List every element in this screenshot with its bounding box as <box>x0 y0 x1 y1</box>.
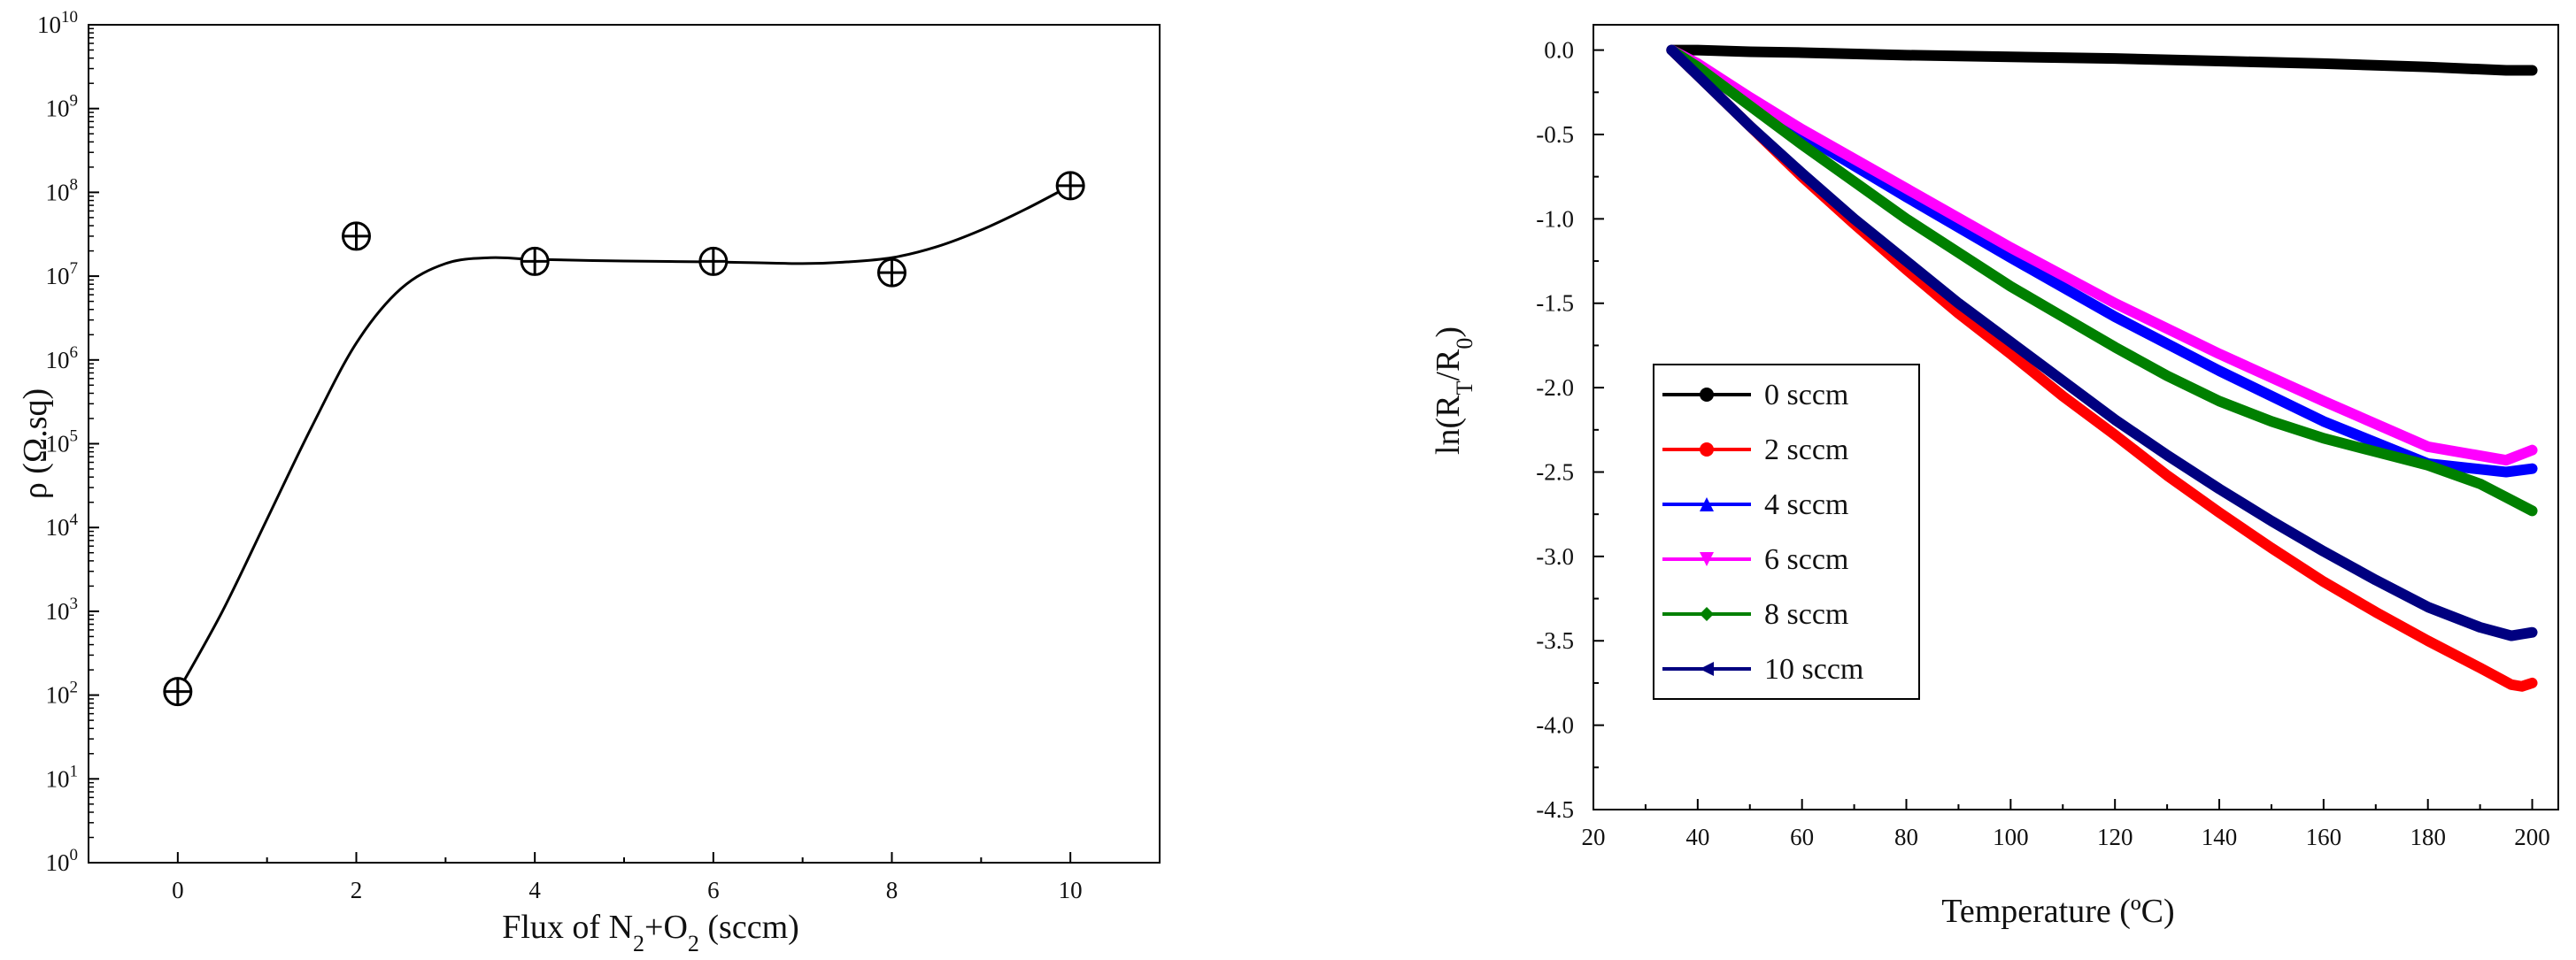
x-tick-label: 60 <box>1790 824 1814 850</box>
y-tick-label: -4.0 <box>1536 712 1574 739</box>
resistivity-chart: 0 2 4 6 8 10 100 101 102 103 104 105 106 107 108 109 101… <box>17 8 1161 956</box>
x-tick-label: 10 <box>1059 877 1083 903</box>
y-tick-label: 106 <box>46 343 79 373</box>
x-tick-label: 40 <box>1685 824 1709 850</box>
legend-label: 0 sccm <box>1764 379 1848 411</box>
y-tick-label: 104 <box>46 511 79 541</box>
y-tick-label: -3.5 <box>1536 627 1574 654</box>
chart2-series <box>1666 44 2538 692</box>
legend-marker <box>1700 552 1714 566</box>
y-tick-label: 0.0 <box>1544 37 1574 64</box>
legend-marker <box>1700 442 1714 457</box>
legend-label: 10 sccm <box>1764 653 1863 686</box>
x-tick-label: 20 <box>1582 824 1606 850</box>
series-0-sccm <box>1666 44 2538 76</box>
y-tick-label: 103 <box>46 595 79 625</box>
legend-label: 4 sccm <box>1764 488 1848 521</box>
x-tick-label: 180 <box>2410 824 2446 850</box>
series-line <box>1666 44 2538 466</box>
series-line <box>1666 44 2538 517</box>
series-line <box>1666 44 2538 641</box>
y-tick-label: -2.5 <box>1536 458 1574 485</box>
y-tick-label: 101 <box>46 762 79 792</box>
chart1-ticks: 0 2 4 6 8 10 100 101 102 103 104 105 106 107 108 109 101… <box>37 8 1161 903</box>
y-tick-label: 105 <box>46 427 79 457</box>
legend-box <box>1653 364 1920 700</box>
y-tick-label: 109 <box>46 92 79 122</box>
legend-entry: 8 sccm <box>1662 598 1848 631</box>
series-8-sccm <box>1666 44 2538 517</box>
legend-marker <box>1700 607 1714 621</box>
legend-marker <box>1700 388 1714 402</box>
legend-entry: 0 sccm <box>1662 379 1848 411</box>
y-tick-label: 102 <box>46 679 79 709</box>
x-tick-label: 4 <box>528 877 541 903</box>
legend-marker <box>1700 497 1714 511</box>
chart2-legend: 0 sccm 2 sccm 4 sccm 6 sccm 8 sccm 10 sccm <box>1653 364 1920 700</box>
ln-resistance-chart: 20 40 60 80 100 120 140 160 180 200 0.0 -0.5 -1.0 -1.… <box>1430 24 2559 930</box>
chart2-ticks: 20 40 60 80 100 120 140 160 180 200 0.0 -0.5 -1.0 -1.… <box>1536 37 2550 850</box>
y-tick-label: 1010 <box>37 8 78 38</box>
series-6-sccm <box>1666 44 2538 466</box>
legend-marker <box>1700 662 1714 676</box>
data-point <box>877 257 906 288</box>
legend-label: 8 sccm <box>1764 598 1848 631</box>
legend-entry: 10 sccm <box>1662 653 1863 686</box>
chart1-x-axis-title: Flux of N2+O2 (sccm) <box>502 909 799 956</box>
chart2-plot-frame <box>1593 24 2559 810</box>
x-tick-label: 140 <box>2202 824 2238 850</box>
legend-label: 2 sccm <box>1764 434 1848 466</box>
data-point <box>520 246 550 276</box>
x-tick-label: 8 <box>886 877 899 903</box>
legend-label: 6 sccm <box>1764 543 1848 576</box>
data-point <box>342 221 371 251</box>
chart1-plot-frame <box>88 24 1161 864</box>
chart1-y-axis-title: ρ (Ω.sq) <box>17 388 54 499</box>
y-tick-label: 100 <box>46 846 79 876</box>
legend-entry: 2 sccm <box>1662 434 1848 466</box>
data-point <box>1055 171 1085 201</box>
series-line <box>1666 44 2538 76</box>
y-tick-label: -1.5 <box>1536 290 1574 317</box>
chart2-x-axis-title: Temperature (ºC) <box>1941 893 2174 930</box>
x-tick-label: 2 <box>351 877 363 903</box>
legend-entry: 6 sccm <box>1662 543 1848 576</box>
x-tick-label: 200 <box>2514 824 2550 850</box>
data-point <box>698 246 729 276</box>
y-tick-label: -0.5 <box>1536 121 1574 148</box>
x-tick-label: 0 <box>172 877 184 903</box>
data-point <box>163 677 193 707</box>
x-tick-label: 80 <box>1894 824 1918 850</box>
legend-entry: 4 sccm <box>1662 488 1848 521</box>
chart1-fit-curve <box>176 184 1071 693</box>
series-10-sccm <box>1666 44 2538 641</box>
x-tick-label: 120 <box>2097 824 2133 850</box>
chart2-y-axis-title: ln(RT/R0) <box>1430 326 1477 455</box>
x-tick-label: 160 <box>2306 824 2342 850</box>
y-tick-label: 108 <box>46 175 79 205</box>
y-tick-label: -3.0 <box>1536 543 1574 570</box>
y-tick-label: -1.0 <box>1536 205 1574 232</box>
x-tick-label: 100 <box>1993 824 2029 850</box>
y-tick-label: -4.5 <box>1536 796 1574 823</box>
chart1-points <box>163 171 1085 707</box>
x-tick-label: 6 <box>707 877 720 903</box>
y-tick-label: 107 <box>46 259 79 289</box>
y-tick-label: -2.0 <box>1536 374 1574 401</box>
